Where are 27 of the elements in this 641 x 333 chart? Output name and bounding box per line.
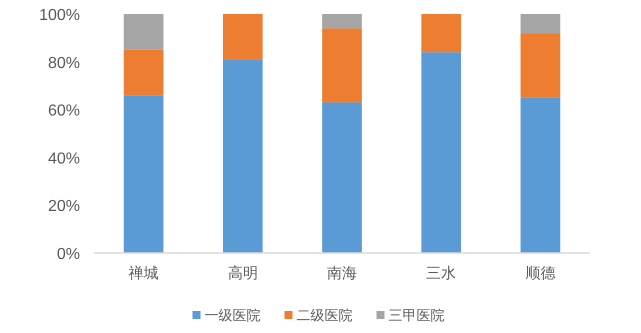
bar xyxy=(322,102,362,253)
y-tick-label: 100% xyxy=(39,7,80,24)
y-tick-label: 80% xyxy=(48,54,80,72)
bar xyxy=(520,33,560,98)
x-tick-label: 高明 xyxy=(228,265,258,282)
bar xyxy=(124,14,164,50)
x-tick-label: 三水 xyxy=(426,265,456,282)
bar xyxy=(520,14,560,34)
legend-label: 三甲医院 xyxy=(388,307,444,323)
legend-label: 二级医院 xyxy=(296,307,352,323)
x-tick-label: 顺德 xyxy=(525,265,556,282)
x-tick-label: 南海 xyxy=(327,265,357,282)
legend-label: 一级医院 xyxy=(204,307,260,323)
y-tick-label: 20% xyxy=(48,198,80,216)
bar xyxy=(322,28,362,102)
bar xyxy=(222,59,263,253)
bar xyxy=(222,14,263,60)
bar xyxy=(520,98,560,253)
bar xyxy=(124,50,164,96)
y-tick-label: 0% xyxy=(56,246,80,263)
x-tick-label: 禅城 xyxy=(128,265,159,282)
y-tick-label: 40% xyxy=(48,150,80,168)
y-tick-label: 60% xyxy=(48,102,80,120)
bar xyxy=(421,14,462,52)
bar xyxy=(124,95,164,253)
bar xyxy=(421,52,462,253)
bar xyxy=(322,14,362,28)
